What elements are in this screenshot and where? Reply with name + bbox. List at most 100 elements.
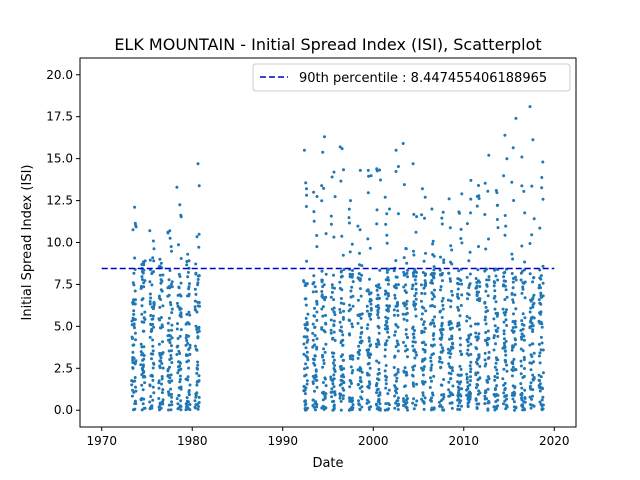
data-point (428, 398, 432, 402)
data-point (531, 373, 535, 377)
data-point (141, 363, 145, 367)
data-point (159, 356, 163, 360)
data-point (320, 307, 324, 311)
data-point (501, 284, 505, 288)
data-point (538, 382, 542, 386)
data-point (411, 344, 415, 348)
data-point (392, 269, 396, 273)
data-point (475, 406, 479, 409)
data-point (474, 331, 478, 335)
data-point (439, 343, 443, 347)
data-point (512, 400, 516, 404)
data-point (368, 366, 372, 370)
data-point (306, 406, 309, 410)
data-point (450, 406, 454, 410)
data-point (519, 328, 523, 332)
data-point (450, 346, 454, 350)
data-point (487, 278, 491, 282)
data-point (538, 361, 542, 365)
data-point (492, 317, 496, 321)
data-point (420, 187, 424, 191)
data-point (151, 366, 155, 370)
data-point (431, 391, 434, 395)
data-point (492, 348, 496, 352)
data-point (420, 213, 424, 217)
x-tick-label: 2010 (448, 434, 479, 448)
data-point (184, 322, 188, 326)
data-point (376, 387, 380, 391)
data-point (386, 327, 390, 331)
data-point (404, 328, 408, 332)
data-point (496, 226, 500, 230)
data-point (131, 228, 135, 232)
plot-frame (79, 57, 577, 428)
data-point (424, 283, 428, 287)
data-point (369, 308, 373, 312)
data-point (449, 352, 453, 356)
data-point (377, 306, 381, 310)
data-point (151, 378, 155, 382)
data-point (341, 253, 345, 257)
data-point (474, 398, 478, 402)
data-point (365, 398, 369, 402)
data-point (369, 312, 373, 316)
data-point (502, 402, 505, 406)
data-point (455, 324, 459, 328)
data-point (411, 326, 415, 330)
data-point (141, 329, 145, 333)
data-point (456, 398, 460, 402)
data-point (476, 362, 479, 366)
data-point (414, 230, 418, 234)
data-point (448, 277, 452, 281)
data-point (151, 349, 155, 353)
data-point (520, 244, 524, 248)
data-point (329, 295, 333, 299)
data-point (186, 375, 190, 379)
data-point (415, 399, 419, 403)
data-point (413, 294, 417, 298)
data-point (396, 349, 400, 353)
data-point (495, 368, 499, 372)
data-point (187, 259, 191, 263)
data-point (474, 277, 478, 280)
data-point (375, 345, 379, 349)
data-point (140, 383, 144, 387)
data-point (195, 371, 199, 375)
data-point (420, 291, 424, 295)
data-point (331, 336, 335, 340)
data-point (450, 293, 454, 297)
data-point (168, 269, 172, 272)
data-point (438, 310, 442, 314)
data-point (140, 312, 144, 316)
data-point (321, 381, 325, 384)
data-point (469, 178, 473, 182)
data-point (531, 324, 535, 328)
data-point (523, 211, 527, 215)
data-point (185, 333, 189, 337)
data-point (152, 259, 156, 263)
data-point (332, 323, 336, 327)
data-point (142, 354, 146, 357)
data-point (539, 277, 543, 281)
data-point (447, 197, 451, 201)
data-point (405, 370, 408, 374)
data-point (510, 292, 514, 296)
data-point (403, 289, 407, 293)
data-point (530, 397, 533, 401)
data-point (322, 329, 326, 332)
data-point (321, 353, 324, 357)
data-point (531, 280, 535, 284)
data-point (539, 335, 543, 339)
data-point (474, 373, 478, 377)
data-point (196, 278, 200, 281)
data-point (429, 356, 433, 360)
data-point (520, 403, 524, 407)
data-point (485, 278, 489, 282)
data-point (340, 147, 344, 151)
data-point (351, 325, 354, 329)
data-point (447, 271, 451, 275)
data-point (196, 162, 200, 166)
data-point (178, 377, 182, 381)
data-point (432, 337, 436, 341)
data-point (505, 397, 509, 401)
